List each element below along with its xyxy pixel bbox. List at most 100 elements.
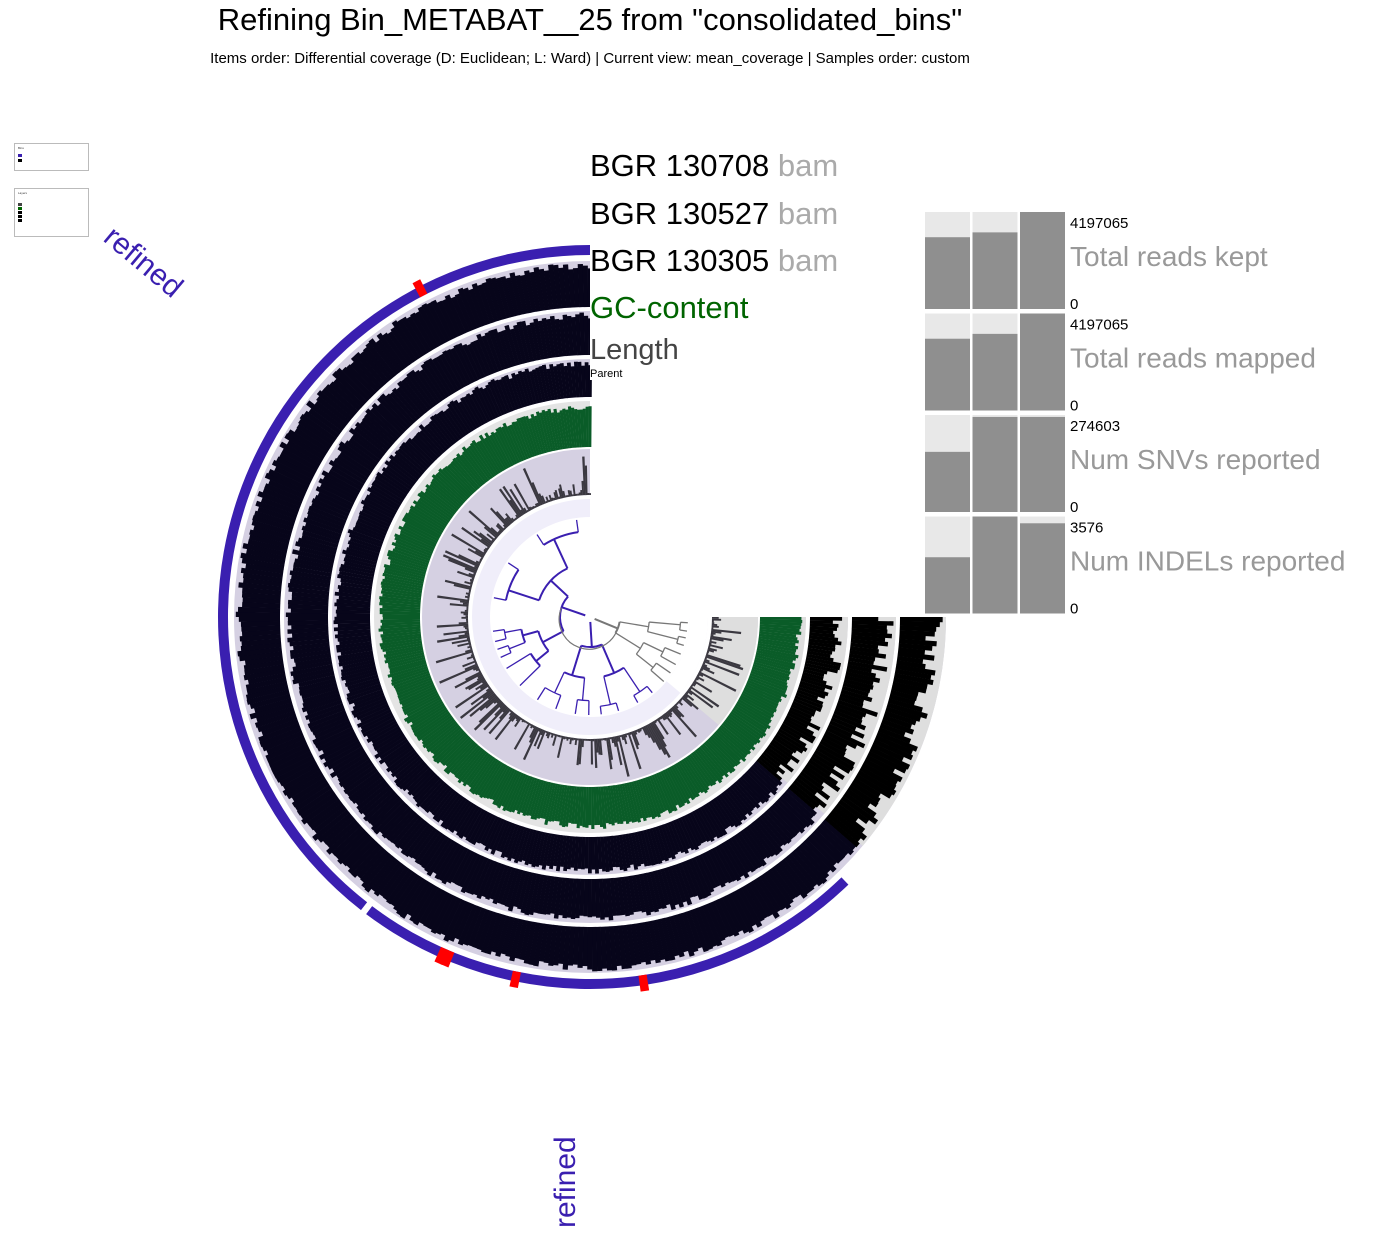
tree-branch <box>575 519 579 533</box>
ring-bar <box>646 776 663 814</box>
ring-bar <box>708 645 711 648</box>
ring-bar <box>425 722 459 750</box>
ring-bar <box>731 709 767 734</box>
ring-bar <box>722 790 748 821</box>
ring-bar <box>607 785 615 826</box>
ring-bar <box>289 638 330 647</box>
ring-bar <box>299 546 336 559</box>
ring-bar <box>383 570 425 582</box>
bar-value[interactable] <box>925 237 970 309</box>
bar-value[interactable] <box>925 451 970 512</box>
ring-bar <box>314 726 354 749</box>
ring-bar <box>558 267 567 309</box>
ring-bar <box>748 823 776 857</box>
ring-bar <box>511 826 525 860</box>
bar-value[interactable] <box>925 338 970 411</box>
ring-bar <box>454 746 482 778</box>
ring-bar <box>378 626 421 632</box>
ring-bar <box>289 578 331 588</box>
ring-bar <box>302 688 340 704</box>
bar-value[interactable] <box>972 416 1018 512</box>
ring-bar <box>394 675 432 691</box>
ring-bar <box>602 786 609 824</box>
ring-bar <box>352 694 386 711</box>
ring-bar <box>379 608 421 613</box>
ring-bar <box>537 874 549 915</box>
ring-bar <box>655 772 675 812</box>
ring-bar <box>649 722 671 758</box>
bar-value[interactable] <box>1020 212 1065 309</box>
ring-bar <box>450 296 471 333</box>
ring-bar <box>684 859 704 900</box>
ring-bar <box>392 548 430 564</box>
ring-bar <box>450 460 479 491</box>
ring-bar <box>316 395 350 425</box>
ring-bar <box>370 484 402 506</box>
ring-bar <box>643 921 656 961</box>
ring-bar <box>547 408 559 451</box>
ring-bar <box>891 685 919 697</box>
ring-bar <box>395 677 432 694</box>
ring-bar <box>895 664 936 676</box>
ring-bar <box>481 282 499 323</box>
bar-value[interactable] <box>972 232 1018 309</box>
tree-branch <box>493 597 507 601</box>
ring-bar <box>490 819 508 855</box>
ring-bar <box>485 384 503 417</box>
ring-bar <box>242 602 281 609</box>
bar-value[interactable] <box>972 333 1018 411</box>
ring-bar <box>788 709 812 723</box>
bar-value[interactable] <box>925 557 970 614</box>
ring-bar <box>504 374 520 410</box>
ring-bar <box>468 755 493 788</box>
ring-bar <box>477 674 484 679</box>
ring-bar <box>545 730 548 734</box>
ring-bar <box>672 819 689 854</box>
bin-arc-bottom[interactable] <box>366 877 849 990</box>
ring-bar <box>440 795 465 828</box>
bar-value[interactable] <box>1020 313 1065 411</box>
ring-bar <box>346 364 377 396</box>
dendrogram[interactable] <box>492 519 688 716</box>
ring-bar <box>237 646 282 657</box>
ring-bar <box>389 562 426 575</box>
ring-bar <box>434 841 459 880</box>
ring-bar <box>613 925 622 967</box>
ring-bar <box>354 524 386 539</box>
ring-bar <box>253 698 293 713</box>
ring-bar <box>414 311 439 349</box>
ring-bar <box>570 836 577 868</box>
ring-bar <box>285 612 329 617</box>
ring-bar <box>413 434 439 460</box>
ring-bar <box>720 724 752 751</box>
ring-bar <box>709 639 712 642</box>
ring-bar <box>657 771 678 812</box>
ring-bar <box>374 475 407 498</box>
bar-value[interactable] <box>972 516 1018 614</box>
ring-bar <box>382 332 410 368</box>
layers-legend[interactable]: Layers <box>14 188 89 237</box>
bins-legend[interactable]: Bins <box>14 143 89 171</box>
ring-bar <box>809 617 843 621</box>
ring-bar <box>404 376 432 411</box>
ring-bar <box>821 819 856 851</box>
ring-bar <box>333 619 371 625</box>
bar-value[interactable] <box>1020 523 1065 614</box>
ring-bar <box>523 921 537 964</box>
ring-bar <box>747 679 788 698</box>
ring-bar <box>600 738 603 741</box>
ring-bar <box>475 681 488 691</box>
ring-bar <box>529 322 542 361</box>
layer-labels: BGR 130708 bam BGR 130527 bam BGR 130305… <box>590 140 925 380</box>
ring-bar <box>314 494 351 514</box>
ring-bar <box>504 868 520 908</box>
ring-bar <box>754 659 791 672</box>
ring-bar <box>800 841 831 874</box>
ring-bar <box>488 329 506 371</box>
ring-bar <box>848 653 876 662</box>
bar-value[interactable] <box>1020 416 1065 512</box>
ring-bar <box>247 539 288 553</box>
ring-bar <box>577 361 583 398</box>
